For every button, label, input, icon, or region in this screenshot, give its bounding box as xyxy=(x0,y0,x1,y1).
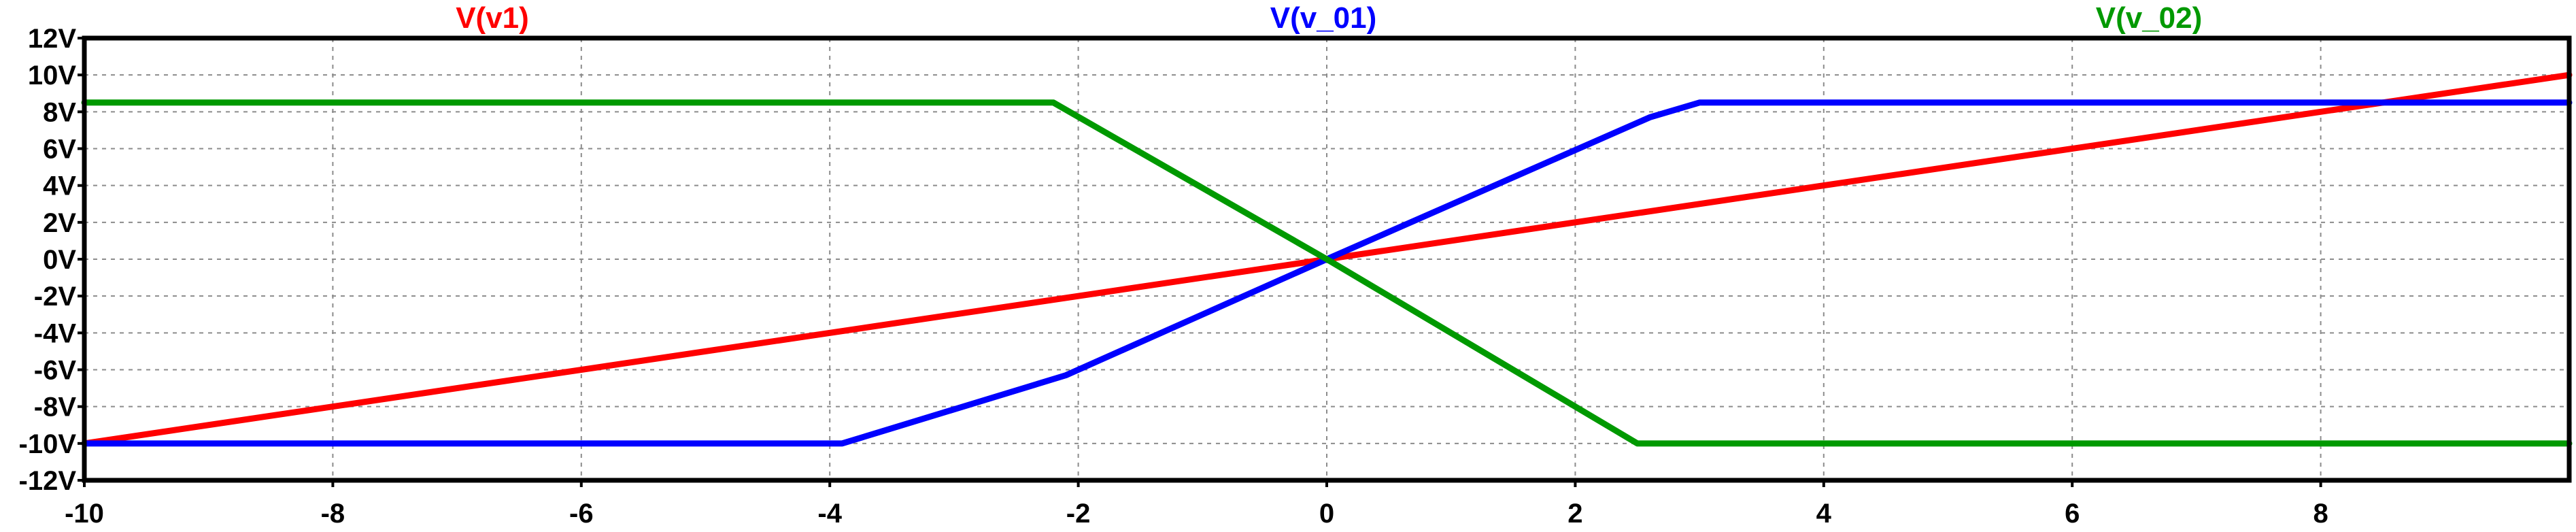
y-tick-label: 0V xyxy=(43,245,76,275)
x-tick-label: -2 xyxy=(1066,499,1091,529)
series-lines xyxy=(81,71,2573,447)
y-tick-label: -8V xyxy=(34,393,77,422)
x-tick-label: 8 xyxy=(2313,499,2328,529)
y-tick-label: -10V xyxy=(19,429,77,459)
y-tick-label: -6V xyxy=(34,356,77,386)
legend-label-v01: V(v_01) xyxy=(1270,1,1377,35)
x-tick-label: 0 xyxy=(1319,499,1334,529)
x-tick-label: -4 xyxy=(817,499,842,529)
series-line-2 xyxy=(81,99,2573,447)
y-tick-label: 12V xyxy=(28,24,76,54)
legend-label-v1: V(v1) xyxy=(456,1,529,35)
x-tick-label: -10 xyxy=(65,499,104,529)
y-tick-label: -12V xyxy=(19,466,77,496)
y-tick-label: 2V xyxy=(43,208,76,238)
x-tick-label: 4 xyxy=(1816,499,1832,529)
y-tick-label: -2V xyxy=(34,282,77,312)
y-tick-label: -4V xyxy=(34,318,77,348)
y-tick-label: 6V xyxy=(43,135,76,165)
y-tick-label: 8V xyxy=(43,97,76,127)
axis-ticks: -10 -8 -6 -4 -2 0 2 4 6 8 12V 10V 8V 6V 4V 2V 0V -2V -4V -6… xyxy=(19,24,2328,529)
x-tick-label: 2 xyxy=(1567,499,1582,529)
x-tick-label: -8 xyxy=(321,499,345,529)
legend-label-v02: V(v_02) xyxy=(2095,1,2203,35)
x-tick-label: 6 xyxy=(2065,499,2080,529)
x-tick-label: -6 xyxy=(569,499,594,529)
y-tick-label: 10V xyxy=(28,61,76,90)
y-tick-label: 4V xyxy=(43,171,76,201)
